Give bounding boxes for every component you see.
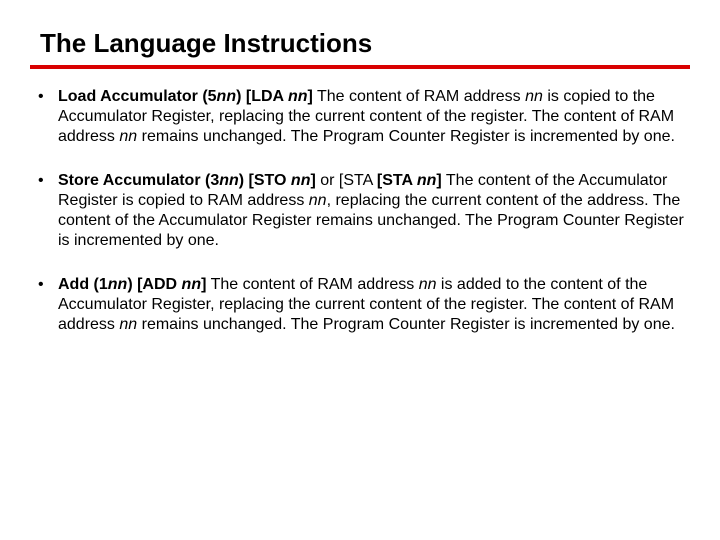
instr-name-prefix: Store Accumulator (3 <box>58 172 219 189</box>
instr-name-var2: nn <box>288 88 308 105</box>
bullet-list: Load Accumulator (5nn) [LDA nn] The cont… <box>30 87 690 335</box>
body-var: nn <box>309 192 327 209</box>
instr-name-prefix: Load Accumulator (5 <box>58 88 217 105</box>
instr-name-prefix: Add (1 <box>58 276 108 293</box>
title-underline <box>30 65 690 69</box>
body-var: nn <box>525 88 543 105</box>
body-var: nn <box>119 128 137 145</box>
slide-title: The Language Instructions <box>40 28 690 59</box>
instr-name-var: nn <box>219 172 239 189</box>
instr-name-suffix: ) [LDA <box>236 88 288 105</box>
body-text: remains unchanged. The Program Counter R… <box>137 316 675 333</box>
body-text: The content of RAM address <box>313 88 525 105</box>
instr-name-var2: nn <box>291 172 311 189</box>
bullet-item: Add (1nn) [ADD nn] The content of RAM ad… <box>30 275 690 335</box>
alt-prefix: or [STA <box>316 172 377 189</box>
body-text: remains unchanged. The Program Counter R… <box>137 128 675 145</box>
instr-name-var2: nn <box>182 276 202 293</box>
body-var: nn <box>119 316 137 333</box>
bullet-item: Load Accumulator (5nn) [LDA nn] The cont… <box>30 87 690 147</box>
instr-name-var: nn <box>217 88 237 105</box>
instr-name-suffix: ) [STO <box>239 172 291 189</box>
body-var: nn <box>419 276 437 293</box>
instr-name-var: nn <box>108 276 128 293</box>
slide: The Language Instructions Load Accumulat… <box>0 0 720 540</box>
body-text: The content of RAM address <box>206 276 418 293</box>
alt-var: nn <box>417 172 437 189</box>
alt-open: [STA <box>377 172 417 189</box>
instr-name-suffix: ) [ADD <box>127 276 181 293</box>
bullet-item: Store Accumulator (3nn) [STO nn] or [STA… <box>30 171 690 251</box>
